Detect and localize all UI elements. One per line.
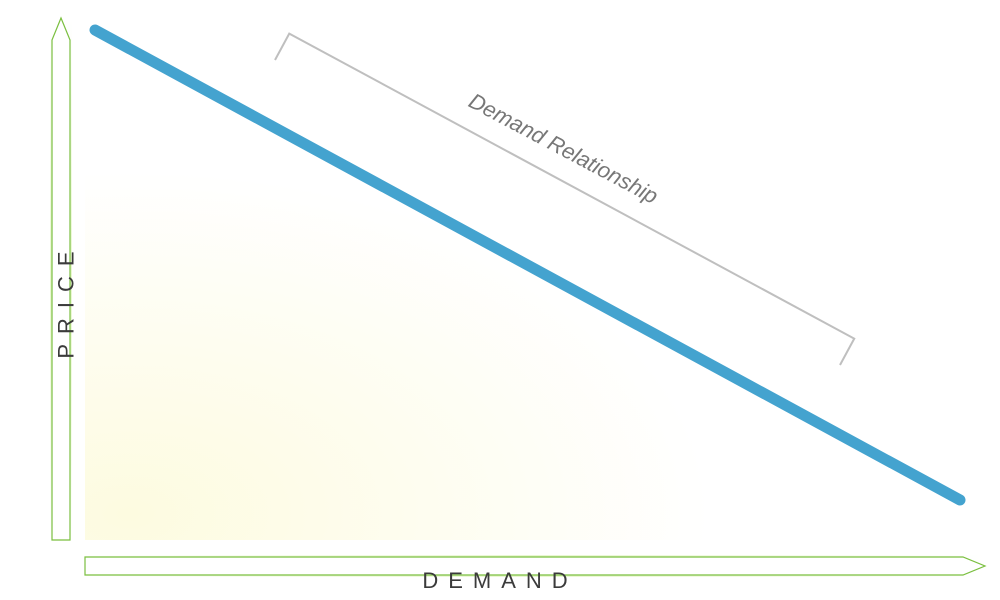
- x-axis-label: DEMAND: [422, 568, 577, 594]
- y-axis-label: PRICE: [54, 241, 80, 358]
- chart-svg: Demand Relationship: [0, 0, 1000, 600]
- demand-chart: Demand Relationship PRICE DEMAND: [0, 0, 1000, 600]
